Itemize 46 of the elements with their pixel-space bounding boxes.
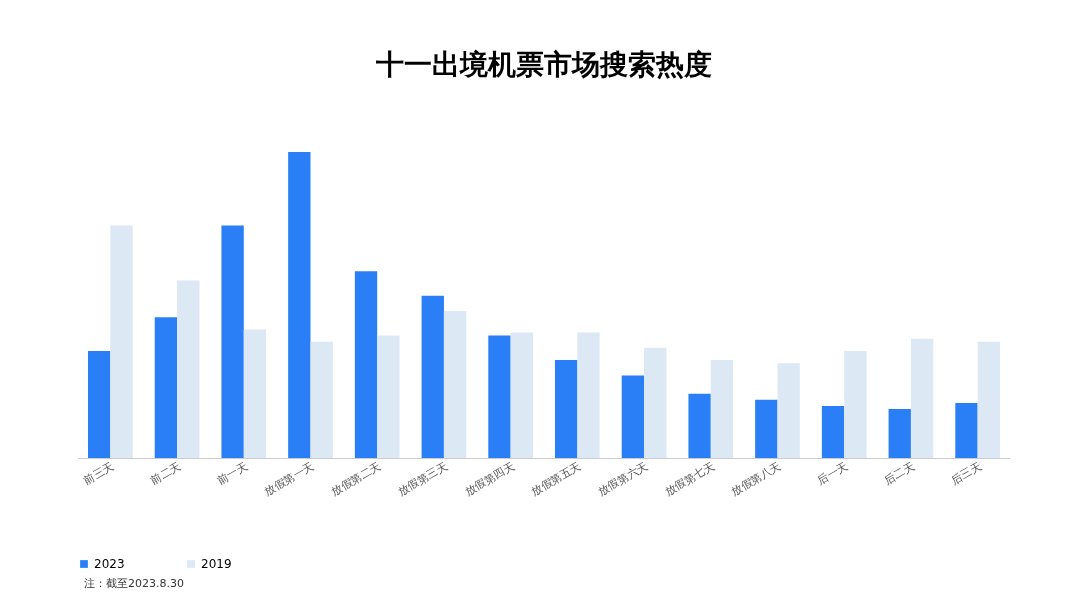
bar (555, 360, 578, 458)
x-tick-label: 放假第四天 (462, 459, 517, 499)
bar (955, 402, 978, 458)
x-tick-label: 放假第八天 (729, 459, 784, 499)
x-tick-label: 放假第七天 (662, 459, 717, 499)
bar (621, 375, 645, 458)
bar (288, 152, 311, 458)
x-tick-label: 后一天 (815, 459, 851, 488)
bar (354, 271, 378, 458)
bar (154, 317, 178, 458)
bar (88, 350, 111, 458)
x-tick-label: 前三天 (81, 459, 117, 488)
bar (377, 335, 400, 458)
bar (844, 350, 867, 458)
x-tick-label: 放假第六天 (595, 459, 651, 499)
x-tick-label: 放假第三天 (395, 459, 450, 499)
chart-title: 十一出境机票市场搜索热度 (375, 48, 712, 81)
text: 注：截至2023.8.30 (84, 576, 184, 591)
bar (221, 225, 244, 458)
bar (821, 405, 845, 458)
x-tick-label: 后二天 (881, 459, 917, 488)
x-tick-label: 放假第二天 (329, 459, 384, 499)
bar (755, 399, 778, 458)
bar (110, 225, 133, 458)
bar (488, 335, 511, 458)
bar (310, 341, 333, 458)
legend-label: 2019 (201, 557, 232, 571)
bar (443, 311, 467, 458)
bar (644, 347, 667, 458)
x-tick-label: 前二天 (147, 459, 184, 488)
x-tick-label: 放假第一天 (262, 459, 317, 499)
bar (243, 329, 267, 458)
x-tick-label: 后三天 (948, 459, 984, 488)
bar (421, 295, 444, 458)
bar (577, 332, 600, 458)
bar (777, 363, 800, 458)
x-tick-label: 前一天 (214, 459, 250, 488)
bar (910, 338, 934, 458)
bar (977, 341, 1000, 458)
bar (177, 280, 200, 458)
bar (710, 360, 734, 458)
legend-label: 2023 (94, 557, 125, 571)
bar (510, 332, 533, 458)
x-tick-label: 放假第五天 (529, 459, 584, 499)
bar (688, 393, 711, 458)
bar (888, 409, 911, 458)
